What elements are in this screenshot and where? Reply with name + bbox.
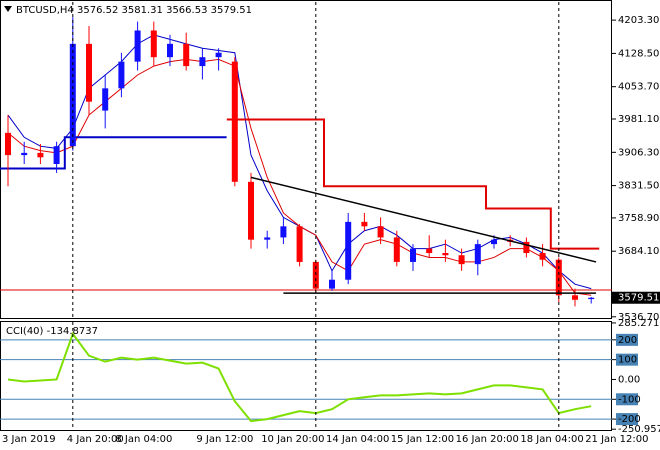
candle-body	[150, 30, 157, 58]
candle-body	[183, 43, 190, 67]
candle-body	[199, 57, 206, 67]
candle-body	[361, 221, 368, 227]
candle-body	[474, 244, 481, 265]
x-tick-label: 4 Jan 20:00	[67, 434, 124, 445]
indicator-line	[226, 118, 600, 250]
low: 3566.53	[166, 5, 207, 16]
candle-body	[102, 88, 109, 111]
close: 3579.51	[211, 5, 252, 16]
candle-body	[491, 239, 497, 245]
level-label-box	[616, 333, 638, 346]
header: BTCUSD,H4 3576.52 3581.31 3566.53 3579.5…	[16, 5, 252, 16]
x-tick-label: 15 Jan 12:00	[391, 434, 454, 445]
cci-header: CCI(40) -134.8737	[6, 326, 98, 337]
candle-body	[53, 146, 60, 165]
candle-body	[280, 226, 287, 238]
candle-body	[21, 152, 28, 156]
x-tick-label: 10 Jan 20:00	[261, 434, 324, 445]
candle-body	[231, 61, 238, 182]
level-label-box	[616, 393, 638, 406]
cci-title: CCI(40)	[6, 326, 44, 337]
y-tick-label: -200	[618, 414, 641, 425]
y-tick-label: -250.9572	[618, 424, 660, 435]
candle-body	[458, 255, 465, 265]
candle-body	[442, 253, 449, 256]
y-tick-label: 4203.30	[618, 15, 659, 26]
y-tick-label: 4053.70	[618, 82, 659, 93]
candle-body	[215, 52, 222, 58]
candle-body	[312, 261, 319, 289]
y-tick-label: 3831.50	[618, 181, 659, 192]
candle-body	[167, 43, 173, 58]
cci-panel	[0, 321, 612, 431]
candle-body	[555, 259, 562, 296]
candle-body	[37, 152, 44, 158]
candle-body	[86, 43, 92, 102]
y-tick-label: 3981.10	[618, 114, 659, 125]
open: 3576.52	[77, 5, 118, 16]
y-tick-label: 0.00	[618, 374, 640, 385]
high: 3581.31	[122, 5, 163, 16]
cci-value: -134.8737	[47, 326, 98, 337]
candle-body	[426, 248, 433, 254]
candle-body	[393, 237, 400, 262]
x-tick-label: 21 Jan 12:00	[585, 434, 648, 445]
candle-body	[69, 43, 76, 147]
level-label-box	[616, 353, 638, 366]
x-tick-label: 3 Jan 2019	[2, 434, 56, 445]
y-tick-label: 200	[618, 335, 637, 346]
candle-body	[572, 295, 578, 300]
x-tick-label: 14 Jan 04:00	[326, 434, 389, 445]
y-tick-label: 4128.50	[618, 48, 659, 59]
candle-body	[377, 226, 384, 238]
candle-body	[134, 30, 141, 62]
price-label: 3579.51	[618, 293, 659, 304]
candle-body	[296, 226, 303, 262]
y-tick-label: 285.271	[618, 318, 659, 329]
candle-body	[264, 237, 271, 240]
candle-body	[5, 132, 11, 156]
y-tick-label: 3684.10	[618, 246, 659, 257]
symbol: BTCUSD,H4	[16, 5, 74, 16]
x-tick-label: 9 Jan 12:00	[196, 434, 253, 445]
candle-body	[248, 181, 254, 240]
y-tick-label: -100	[618, 394, 641, 405]
trend-line	[250, 176, 597, 263]
y-tick-label: 100	[618, 355, 637, 366]
candle-body	[410, 248, 416, 262]
indicator-line	[7, 331, 592, 423]
header-icon	[4, 6, 12, 12]
x-tick-label: 16 Jan 20:00	[456, 434, 519, 445]
level-label-box	[616, 413, 638, 426]
candle-body	[345, 221, 352, 280]
indicator-line	[0, 136, 227, 170]
price-label-box	[612, 291, 660, 304]
candle-body	[329, 279, 335, 289]
candle-body	[118, 61, 125, 89]
x-tick-label: 8 Jan 04:00	[115, 434, 172, 445]
y-tick-label: 3758.90	[618, 213, 659, 224]
x-tick-label: 18 Jan 04:00	[520, 434, 583, 445]
candle-body	[539, 253, 546, 260]
y-tick-label: 3536.70	[618, 312, 659, 323]
main-panel	[0, 0, 612, 319]
y-tick-label: 3906.30	[618, 147, 659, 158]
candle-body	[523, 241, 530, 254]
candle-body	[588, 297, 595, 300]
